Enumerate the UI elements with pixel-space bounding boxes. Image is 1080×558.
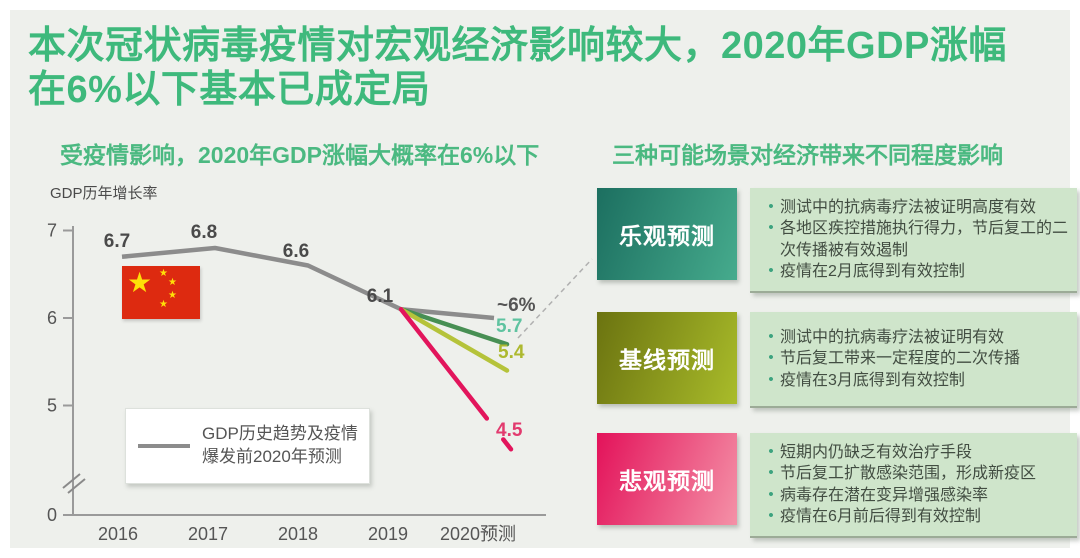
data-label: 5.4 <box>498 342 525 363</box>
scenario-row-optimistic: 乐观预测 • 测试中的抗病毒疗法被证明高度有效 • 各地区疾控措施执行得力，节后复工的二… <box>597 188 1077 294</box>
flag-small-star-icon: ★ <box>159 299 168 310</box>
x-axis-label: 2020预测 <box>440 524 516 544</box>
connector-dashed-line <box>517 258 593 339</box>
bullet-item: • 节后复工带来一定程度的二次传播 <box>762 348 1069 369</box>
bullet-item: • 各地区疾控措施执行得力，节后复工的二次传播被有效遏制 <box>762 218 1069 261</box>
scenario-label-optimistic: 乐观预测 <box>597 188 737 280</box>
chart-section-subtitle: 受疫情影响，2020年GDP涨幅大概率在6%以下 <box>60 142 540 168</box>
legend-label-line2: 爆发前2020年预测 <box>202 447 342 466</box>
bullet-dot-icon: • <box>768 485 774 503</box>
scenario-section-subtitle: 三种可能场景对经济带来不同程度影响 <box>612 142 1003 168</box>
scenario-panel: 乐观预测 • 测试中的抗病毒疗法被证明高度有效 • 各地区疾控措施执行得力，节后复工的二… <box>597 188 1077 539</box>
bullet-dot-icon: • <box>768 464 774 482</box>
flag-small-star-icon: ★ <box>168 277 177 288</box>
bullet-dot-icon: • <box>768 219 774 237</box>
x-axis-label: 2016 <box>98 524 138 544</box>
legend-label-line1: GDP历史趋势及疫情 <box>202 424 358 444</box>
flag-small-star-icon: ★ <box>168 290 177 301</box>
china-flag: ★ ★ ★ ★ ★ <box>122 266 200 319</box>
bullet-dot-icon: • <box>768 328 774 346</box>
scenario-line-pessimistic <box>501 437 514 452</box>
y-tick-label: 5 <box>47 396 57 416</box>
page-title-line1: 本次冠状病毒疫情对宏观经济影响较大，2020年GDP涨幅 <box>28 25 1007 67</box>
bullet-text: 节后复工扩散感染范围，形成新疫区 <box>780 465 1037 483</box>
legend-line-swatch <box>138 444 190 448</box>
data-label: 6.6 <box>283 241 309 262</box>
y-tick-label: 6 <box>47 308 57 328</box>
bullet-item: • 测试中的抗病毒疗法被证明高度有效 <box>762 197 1069 218</box>
axis-break-icon <box>67 478 86 494</box>
scenario-label-baseline: 基线预测 <box>597 312 737 404</box>
bullet-item: • 节后复工扩散感染范围，形成新疫区 <box>762 463 1069 484</box>
data-label: 5.7 <box>496 316 522 337</box>
scenario-label-pessimistic: 悲观预测 <box>597 433 737 525</box>
data-label: ~6% <box>497 295 536 316</box>
scenario-line-optimistic <box>398 307 510 347</box>
legend-label: GDP历史趋势及疫情 爆发前2020年预测 <box>202 423 358 469</box>
x-axis-label: 2017 <box>188 524 228 544</box>
bullet-text: 各地区疾控措施执行得力，节后复工的二次传播被有效遏制 <box>780 220 1069 259</box>
x-axis-label: 2019 <box>368 524 408 544</box>
data-label: 6.1 <box>367 286 394 307</box>
chart-legend: GDP历史趋势及疫情 爆发前2020年预测 <box>125 408 370 484</box>
flag-big-star-icon: ★ <box>127 267 153 298</box>
bullet-text: 病毒存在潜在变异增强感染率 <box>780 486 989 504</box>
bullet-item: • 疫情在2月底得到有效控制 <box>762 261 1069 282</box>
data-label: 4.5 <box>496 420 523 441</box>
data-label: 6.7 <box>104 231 130 252</box>
bullet-dot-icon: • <box>768 261 774 279</box>
scenario-line-baseline <box>398 307 510 373</box>
bullet-item: • 疫情在6月前后得到有效控制 <box>762 506 1069 527</box>
bullet-text: 短期内仍缺乏有效治疗手段 <box>780 444 973 461</box>
bullet-item: • 短期内仍缺乏有效治疗手段 <box>762 442 1069 463</box>
scenario-bullets-card-pessimistic: • 短期内仍缺乏有效治疗手段 • 节后复工扩散感染范围，形成新疫区 • 病毒存在潜在变异增… <box>750 433 1077 539</box>
bullet-dot-icon: • <box>768 349 774 367</box>
axis-break-icon <box>62 473 81 489</box>
y-tick-label: 0 <box>47 505 57 525</box>
page-title-line2: 在6%以下基本已成定局 <box>28 69 431 112</box>
scenario-bullets-card-optimistic: • 测试中的抗病毒疗法被证明高度有效 • 各地区疾控措施执行得力，节后复工的二次传播被… <box>750 188 1077 294</box>
bullet-dot-icon: • <box>768 198 774 215</box>
bullet-text: 疫情在2月底得到有效控制 <box>780 262 965 280</box>
data-label: 6.8 <box>191 222 217 243</box>
flag-small-star-icon: ★ <box>159 268 168 279</box>
bullet-dot-icon: • <box>768 443 774 460</box>
scenario-line-pessimistic <box>398 307 490 421</box>
bullet-text: 节后复工带来一定程度的二次传播 <box>780 350 1021 368</box>
chart-axis-title: GDP历年增长率 <box>50 185 158 202</box>
y-tick-label: 7 <box>47 221 57 241</box>
bullet-dot-icon: • <box>768 370 774 388</box>
bullet-item: • 疫情在3月底得到有效控制 <box>762 370 1069 391</box>
bullet-item: • 测试中的抗病毒疗法被证明有效 <box>762 327 1069 348</box>
bullet-dot-icon: • <box>768 506 774 524</box>
x-axis-label: 2018 <box>278 524 318 544</box>
scenario-row-baseline: 基线预测 • 测试中的抗病毒疗法被证明有效 • 节后复工带来一定程度的二次传播 • 疫情在3… <box>597 312 1077 408</box>
bullet-text: 测试中的抗病毒疗法被证明高度有效 <box>780 199 1037 216</box>
bullet-text: 疫情在6月前后得到有效控制 <box>780 507 981 525</box>
bullet-item: • 病毒存在潜在变异增强感染率 <box>762 485 1069 506</box>
page-title: 本次冠状病毒疫情对宏观经济影响较大，2020年GDP涨幅 在6%以下基本已成定局 <box>28 24 1048 112</box>
bullet-text: 测试中的抗病毒疗法被证明有效 <box>780 329 1005 347</box>
scenario-bullets-card-baseline: • 测试中的抗病毒疗法被证明有效 • 节后复工带来一定程度的二次传播 • 疫情在3月底得到… <box>750 312 1077 408</box>
bullet-text: 疫情在3月底得到有效控制 <box>780 371 965 389</box>
scenario-row-pessimistic: 悲观预测 • 短期内仍缺乏有效治疗手段 • 节后复工扩散感染范围，形成新疫区 • 病毒存在潜… <box>597 433 1077 539</box>
